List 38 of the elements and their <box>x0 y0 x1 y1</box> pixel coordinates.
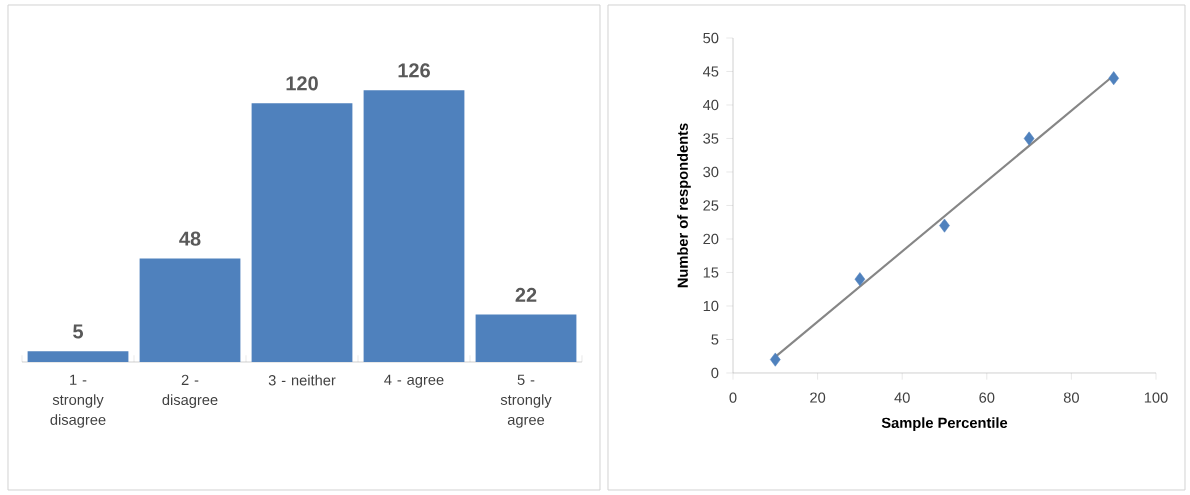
bar <box>251 103 353 362</box>
x-tick-label: 20 <box>810 392 826 403</box>
y-tick-label: 5 <box>711 334 719 345</box>
x-tick-label: 4 - agree <box>384 374 444 388</box>
y-axis-title: Number of respondents <box>677 123 691 288</box>
x-tick-label: 2 - disagree <box>162 374 218 408</box>
bar <box>139 258 241 362</box>
point <box>770 352 781 367</box>
y-tick-label: 25 <box>703 200 719 211</box>
x-tick-label: 40 <box>894 392 910 403</box>
y-tick-label: 20 <box>703 233 719 245</box>
data-label: 120 <box>286 76 318 91</box>
data-label: 5 <box>73 324 84 339</box>
y-tick-label: 45 <box>702 66 719 77</box>
point <box>1023 131 1035 146</box>
bar <box>27 351 129 362</box>
point <box>1108 71 1119 86</box>
y-tick-label: 40 <box>702 99 719 111</box>
y-tick-label: 15 <box>703 267 719 278</box>
x-tick-label: 1 - strongly disagree <box>50 374 106 428</box>
y-tick-label: 50 <box>703 32 719 44</box>
x-tick-label: 100 <box>1144 392 1168 403</box>
data-label: 48 <box>179 231 201 246</box>
point <box>939 218 950 233</box>
y-tick-label: 10 <box>703 300 719 312</box>
x-tick-label: 80 <box>1063 392 1079 403</box>
y-tick-label: 35 <box>703 133 719 144</box>
data-label: 22 <box>515 287 537 302</box>
x-tick-label: 3 - neither <box>268 374 336 386</box>
bar <box>363 90 465 362</box>
x-tick-label: 0 <box>729 392 737 403</box>
x-tick-label: 60 <box>979 392 995 403</box>
x-axis-title: Sample Percentile <box>881 417 1008 431</box>
x-tick-label: 5 - strongly agree <box>500 374 552 428</box>
y-tick-label: 30 <box>703 166 719 178</box>
bar <box>475 314 577 362</box>
point <box>854 272 866 287</box>
data-label: 126 <box>398 63 430 78</box>
